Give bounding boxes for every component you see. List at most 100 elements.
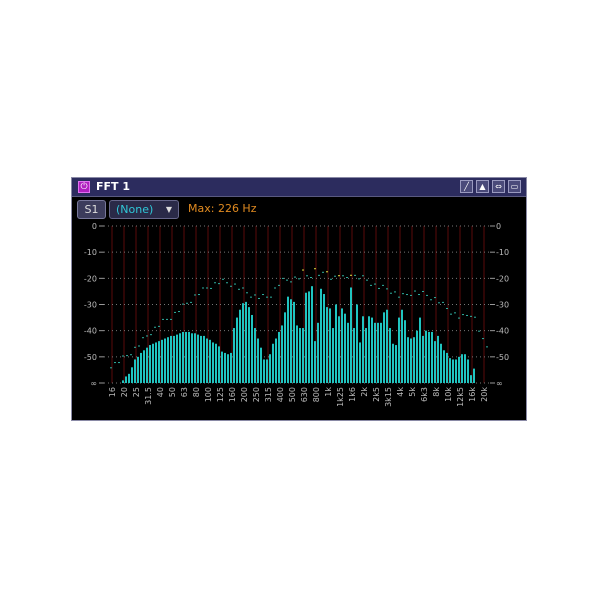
peak-hold-mark	[386, 288, 388, 290]
spectrum-bar	[329, 308, 331, 383]
peak-hold-mark	[402, 293, 404, 295]
spectrum-bar	[431, 331, 433, 383]
chevron-down-icon: ▼	[165, 205, 172, 214]
spectrum-bar	[185, 331, 187, 383]
x-tick-label: 40	[156, 387, 165, 397]
spectrum-bar	[338, 316, 340, 383]
peak-hold-mark	[358, 278, 360, 280]
peak-hold-mark	[282, 277, 284, 279]
peak-hold-mark	[190, 301, 192, 303]
peak-hold-mark	[206, 287, 208, 289]
spectrum-bar	[188, 331, 190, 383]
peak-hold-mark	[250, 296, 252, 298]
x-tick-label: 50	[168, 387, 177, 397]
spectrum-bar	[206, 338, 208, 383]
spectrum-bar	[176, 334, 178, 383]
pencil-icon[interactable]: ╱	[460, 180, 473, 193]
peak-hold-mark	[394, 291, 396, 293]
spectrum-bar	[221, 351, 223, 383]
peak-hold-mark	[334, 275, 336, 277]
peak-hold-mark	[194, 294, 196, 296]
peak-hold-mark	[354, 274, 356, 276]
spectrum-bar	[437, 335, 439, 383]
peak-hold-mark	[486, 346, 488, 348]
spectrum-bar	[410, 338, 412, 383]
spectrum-bar	[134, 359, 136, 383]
spectrum-bar	[182, 331, 184, 383]
spectrum-bar	[158, 341, 160, 383]
y-tick-label-left: ∞	[90, 379, 97, 388]
peak-hold-mark	[270, 296, 272, 298]
spectrum-bar	[407, 337, 409, 383]
spectrum-bar	[473, 368, 475, 383]
spectrum-bar	[209, 339, 211, 383]
spectrum-bar	[173, 335, 175, 383]
peak-hold-mark	[462, 314, 464, 316]
y-tick-label-left: -20	[84, 274, 97, 283]
spectrum-bar	[281, 325, 283, 383]
peak-hold-mark	[430, 299, 432, 301]
spectrum-bar	[467, 359, 469, 383]
peak-hold-mark	[338, 275, 340, 277]
collapse-icon[interactable]: ▲	[476, 180, 489, 193]
y-tick-label-right: -20	[496, 274, 509, 283]
spectrum-bar	[167, 337, 169, 383]
peak-hold-mark	[198, 294, 200, 296]
peak-hold-mark	[122, 355, 124, 357]
link-icon[interactable]: ⇔	[492, 180, 505, 193]
spectrum-bar	[203, 335, 205, 383]
source-button[interactable]: S1	[77, 200, 106, 219]
spectrum-bar	[191, 333, 193, 383]
peak-hold-mark	[330, 278, 332, 280]
peak-hold-mark	[346, 277, 348, 279]
spectrum-bar	[263, 359, 265, 383]
y-tick-label-left: -50	[84, 353, 97, 362]
preset-select[interactable]: (None) ▼	[109, 200, 179, 219]
peak-hold-mark	[310, 277, 312, 279]
spectrum-bar	[122, 380, 124, 383]
spectrum-bar	[398, 317, 400, 383]
x-tick-label: 1k6	[348, 387, 357, 402]
peak-hold-mark	[226, 282, 228, 284]
spectrum-bar	[443, 350, 445, 383]
peak-hold-mark	[118, 362, 120, 364]
spectrum-bar	[356, 304, 358, 383]
peak-hold-mark	[254, 294, 256, 296]
spectrum-bar	[458, 356, 460, 383]
x-tick-label: 20	[120, 387, 129, 397]
y-tick-label-right: -40	[496, 327, 509, 336]
x-tick-label: 500	[288, 387, 297, 402]
peak-hold-mark	[182, 303, 184, 305]
preset-value: (None)	[116, 203, 154, 216]
x-tick-label: 8k	[432, 387, 441, 397]
peak-hold-mark	[162, 318, 164, 320]
spectrum-bar	[293, 301, 295, 383]
maximize-icon[interactable]: ▭	[508, 180, 521, 193]
peak-hold-mark	[174, 311, 176, 313]
peak-hold-mark	[482, 338, 484, 340]
peak-hold-mark	[322, 271, 324, 273]
spectrum-bar	[341, 308, 343, 383]
spectrum-bar	[452, 359, 454, 383]
peak-hold-mark	[290, 281, 292, 283]
peak-hold-mark	[382, 284, 384, 286]
spectrum-bar	[290, 299, 292, 383]
x-tick-label: 160	[228, 387, 237, 402]
spectrum-bar	[392, 343, 394, 383]
spectrum-bar	[305, 292, 307, 383]
spectrum-bar	[395, 345, 397, 383]
power-icon[interactable]: ⏻	[78, 181, 90, 193]
max-frequency-readout: Max: 226 Hz	[188, 202, 257, 215]
spectrum-bar	[143, 350, 145, 383]
spectrum-bar	[389, 328, 391, 383]
peak-hold-mark	[286, 279, 288, 281]
spectrum-bar	[194, 333, 196, 383]
spectrum-bar	[365, 328, 367, 383]
peak-hold-mark	[350, 274, 352, 276]
peak-hold-mark	[150, 334, 152, 336]
peak-hold-mark	[210, 287, 212, 289]
peak-hold-mark	[362, 275, 364, 277]
x-tick-label: 315	[264, 387, 273, 402]
peak-hold-mark	[446, 307, 448, 309]
peak-hold-mark	[158, 325, 160, 327]
